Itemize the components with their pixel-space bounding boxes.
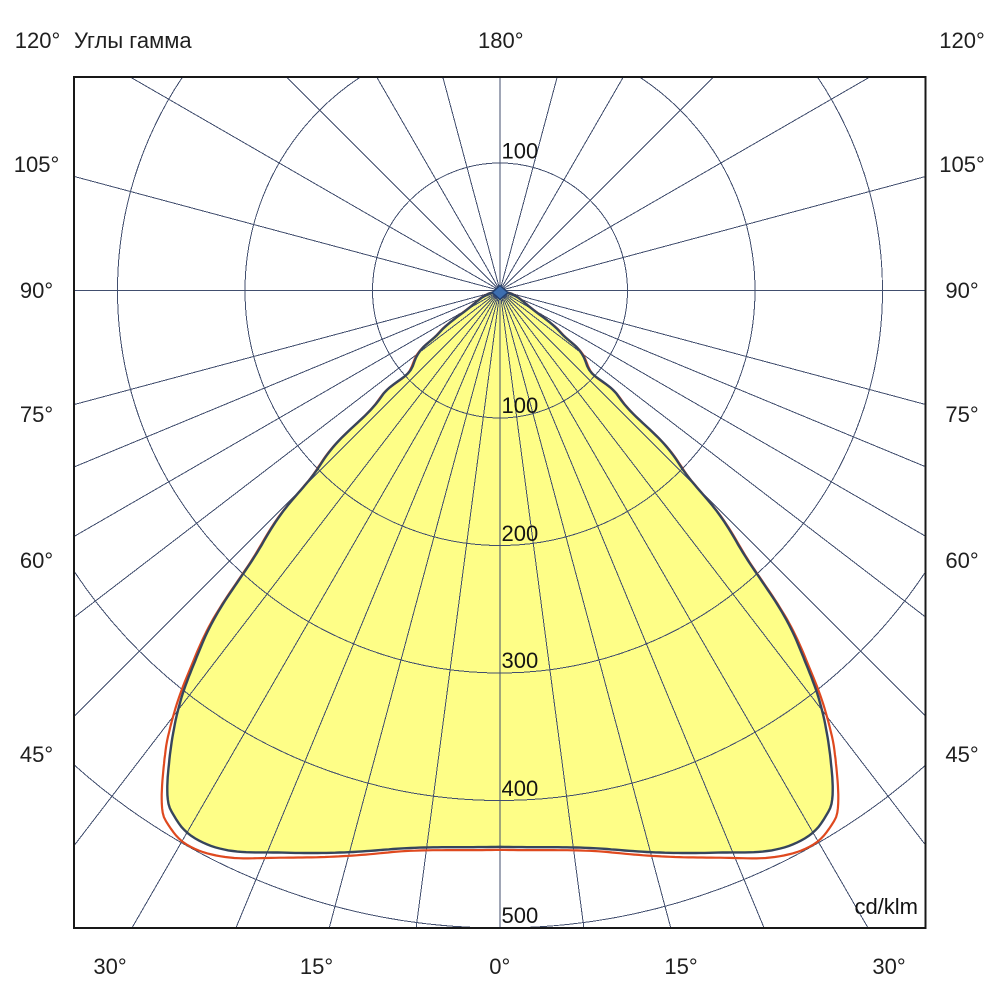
svg-text:60°: 60° (20, 548, 53, 573)
svg-text:30°: 30° (872, 954, 905, 979)
svg-text:75°: 75° (945, 402, 978, 427)
svg-text:400: 400 (502, 776, 539, 801)
svg-text:500: 500 (502, 903, 539, 928)
svg-text:300: 300 (502, 648, 539, 673)
svg-text:105°: 105° (14, 152, 60, 177)
svg-text:120°: 120° (15, 28, 61, 53)
svg-text:45°: 45° (20, 742, 53, 767)
svg-text:120°: 120° (939, 28, 985, 53)
svg-text:30°: 30° (93, 954, 126, 979)
svg-text:15°: 15° (664, 954, 697, 979)
svg-text:100: 100 (502, 393, 539, 418)
svg-text:cd/klm: cd/klm (854, 894, 918, 919)
svg-text:Углы гамма: Углы гамма (74, 28, 192, 53)
svg-text:105°: 105° (939, 152, 985, 177)
svg-text:200: 200 (502, 521, 539, 546)
svg-text:45°: 45° (945, 742, 978, 767)
svg-text:0°: 0° (489, 954, 510, 979)
svg-text:100: 100 (502, 139, 539, 164)
svg-text:15°: 15° (300, 954, 333, 979)
svg-text:60°: 60° (945, 548, 978, 573)
svg-text:90°: 90° (945, 278, 978, 303)
svg-text:75°: 75° (20, 402, 53, 427)
svg-text:90°: 90° (20, 278, 53, 303)
svg-text:180°: 180° (478, 28, 524, 53)
